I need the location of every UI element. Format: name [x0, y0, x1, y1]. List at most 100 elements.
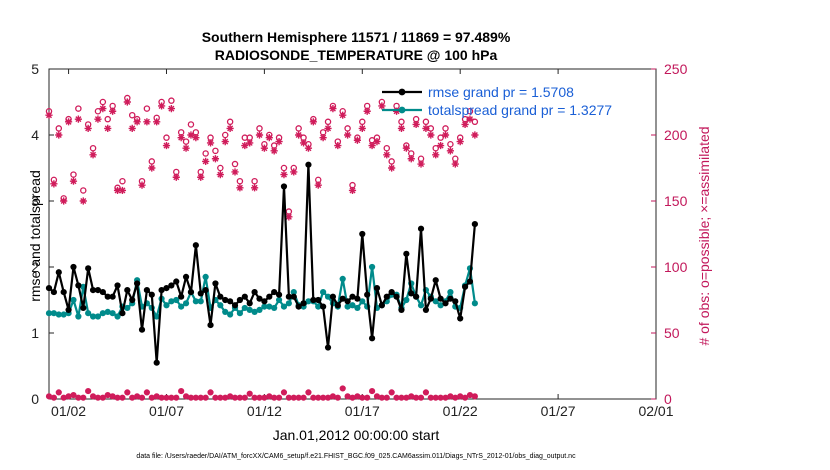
obs-rejected-point [388, 389, 395, 396]
obs-rejected-point [461, 394, 469, 401]
series-point [457, 315, 464, 322]
obs-assimilated-point [64, 118, 73, 126]
series-point [94, 287, 102, 294]
obs-assimilated-point [290, 168, 298, 176]
series-point [163, 302, 170, 309]
series-point [452, 298, 459, 305]
series-point [222, 308, 229, 315]
obs-rejected-point [383, 394, 390, 401]
obs-possible-point [383, 144, 391, 152]
series-point [124, 304, 131, 312]
y-tick-label-right: 50 [664, 325, 680, 341]
obs-assimilated-point [260, 144, 268, 152]
obs-assimilated-point [236, 184, 244, 192]
obs-rejected-point [344, 393, 351, 400]
series-point [124, 287, 131, 294]
obs-possible-point [99, 98, 107, 106]
series-point [85, 265, 92, 272]
obs-assimilated-point [388, 164, 396, 172]
obs-assimilated-point [344, 131, 352, 139]
series-point [182, 300, 190, 307]
series-point [290, 293, 297, 300]
series-point [266, 293, 273, 300]
obs-assimilated-point [299, 139, 308, 147]
series-point [163, 285, 170, 292]
obs-rejected-point [471, 393, 478, 400]
series-point [305, 298, 312, 305]
series-point [285, 293, 292, 300]
obs-possible-point [212, 147, 219, 155]
obs-rejected-point [134, 393, 141, 400]
series-point [408, 290, 415, 297]
series-point [447, 288, 454, 296]
obs-rejected-point [138, 394, 146, 401]
obs-assimilated-point [432, 151, 440, 159]
series-point [290, 288, 297, 296]
obs-rejected-point [422, 389, 430, 396]
obs-assimilated-point [226, 124, 234, 132]
legend-label: totalspread grand pr = 1.3277 [428, 102, 612, 118]
obs-possible-point [442, 125, 449, 132]
y-tick-label-right: 0 [664, 391, 672, 407]
series-point [158, 287, 165, 294]
obs-assimilated-point [167, 105, 175, 113]
series-point [280, 303, 288, 310]
series-point [256, 306, 263, 313]
series-point [447, 295, 454, 302]
obs-possible-point [236, 177, 244, 185]
series-point [197, 290, 204, 297]
obs-assimilated-point [143, 118, 151, 126]
series-point [349, 302, 356, 309]
series-point [403, 250, 410, 257]
obs-assimilated-point [138, 181, 146, 189]
y-tick-label-left: 2 [31, 259, 39, 275]
obs-rejected-point [447, 393, 454, 400]
obs-rejected-point [442, 394, 449, 401]
obs-assimilated-point [466, 115, 474, 123]
chart-subtitle: RADIOSONDE_TEMPERATURE @ 100 hPa [215, 47, 498, 63]
series-point [85, 310, 92, 317]
series-point [173, 296, 180, 304]
obs-possible-point [202, 150, 209, 157]
obs-assimilated-point [363, 107, 371, 115]
x-tick-label: 01/17 [345, 403, 380, 419]
axes: 01/02 01/07 01/12 01/17 01/22 01/27 02/0101234… [31, 61, 687, 419]
series-point [354, 304, 361, 312]
series-point [241, 304, 248, 312]
series-point [70, 296, 77, 304]
obs-assimilated-point [265, 134, 273, 142]
series-point [324, 293, 332, 300]
obs-possible-point [280, 164, 288, 172]
obs-possible-point [295, 125, 302, 132]
obs-assimilated-point [162, 141, 171, 150]
series-point [70, 263, 77, 271]
series-point [202, 287, 209, 294]
series-point [364, 291, 371, 298]
series-point [55, 269, 62, 276]
y-tick-label-right: 250 [664, 61, 688, 77]
series-point [104, 308, 111, 315]
chart-title: Southern Hemisphere 11571 / 11869 = 97.4… [202, 29, 511, 45]
series-point [246, 306, 253, 313]
obs-rejected-point [119, 394, 126, 401]
series-point [393, 293, 400, 300]
series-point [60, 288, 67, 296]
series-point [471, 221, 478, 228]
obs-assimilated-point [206, 139, 215, 147]
obs-assimilated-point [334, 141, 342, 150]
obs-rejected-point [173, 394, 180, 401]
obs-possible-point [119, 177, 126, 185]
obs-rejected-point [368, 387, 376, 395]
series-point [320, 288, 327, 296]
obs-possible-point [163, 134, 170, 141]
obs-rejected-point [202, 394, 209, 401]
series-point [236, 296, 244, 304]
obs-rejected-point [300, 394, 307, 401]
series-point [324, 344, 332, 351]
y-tick-label-left: 0 [31, 391, 39, 407]
legend-swatch-marker [398, 106, 406, 114]
series-point [251, 308, 258, 315]
series-point [60, 311, 67, 318]
series-point [427, 295, 434, 302]
series-point [383, 293, 390, 300]
